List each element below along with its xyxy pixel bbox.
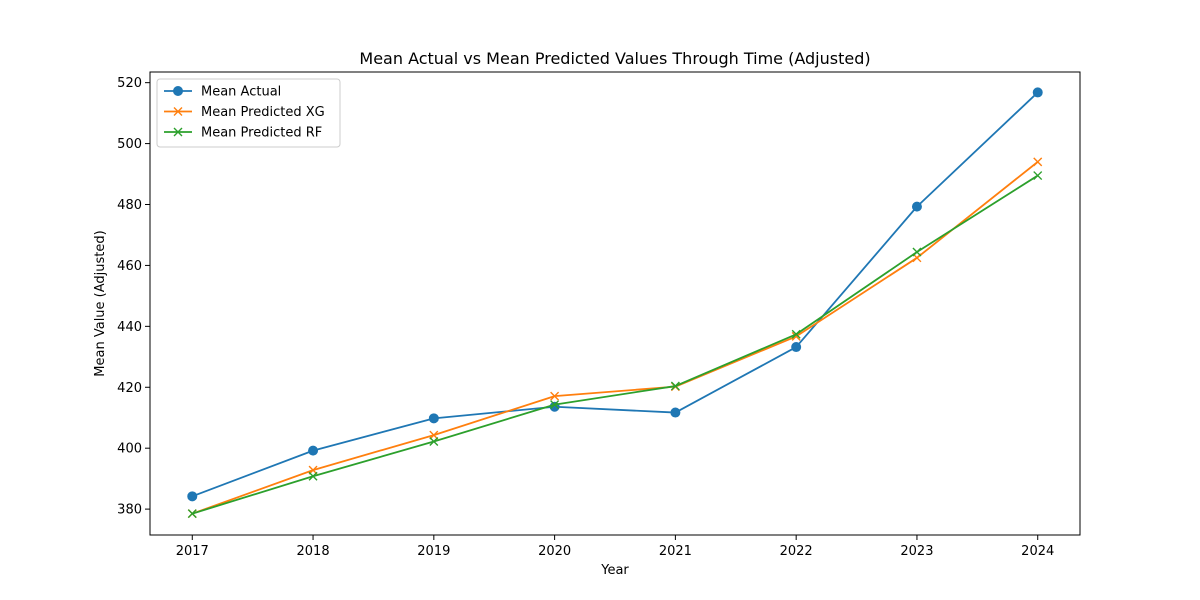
- data-point: [1032, 87, 1043, 98]
- data-point: [912, 247, 922, 257]
- plot-area: [149, 71, 1081, 536]
- legend-item: Mean Actual: [164, 85, 281, 100]
- data-point: [429, 436, 439, 446]
- series-mean-predicted-xg: [187, 157, 1043, 519]
- data-point: [791, 342, 802, 353]
- data-point: [550, 400, 560, 410]
- y-tick-label: 480: [117, 198, 142, 213]
- x-tick-label: 2020: [538, 544, 571, 559]
- data-point: [791, 329, 801, 339]
- legend: Mean Actual Mean Predicted XG Mean Predict…: [156, 78, 341, 148]
- y-tick-label: 420: [117, 381, 142, 396]
- y-tick-label: 400: [117, 442, 142, 457]
- legend-marker: [173, 107, 183, 116]
- series-line: [191, 161, 1039, 515]
- series-line: [191, 91, 1039, 498]
- series-mean-actual: [187, 87, 1043, 502]
- legend-marker: [173, 127, 183, 137]
- x-tick-label: 2021: [659, 544, 692, 559]
- x-tick-label: 2024: [1021, 544, 1054, 559]
- x-axis: 2017 2018 2019 2020 2021 2022 2023 2024: [176, 535, 1054, 559]
- data-point: [1033, 171, 1043, 181]
- x-tick-label: 2019: [417, 544, 450, 559]
- data-point: [187, 491, 198, 502]
- data-point: [670, 381, 680, 391]
- y-tick-label: 460: [117, 259, 142, 274]
- legend-item: Mean Predicted XG: [164, 105, 325, 120]
- series-line: [192, 174, 1039, 515]
- x-tick-label: 2018: [297, 544, 330, 559]
- x-tick-label: 2022: [780, 544, 813, 559]
- x-axis-label: Year: [600, 563, 629, 578]
- x-tick-label: 2023: [900, 544, 933, 559]
- legend-label: Mean Actual: [201, 85, 281, 100]
- data-point: [791, 331, 801, 341]
- data-point: [308, 471, 318, 481]
- data-point: [187, 509, 197, 519]
- y-tick-label: 520: [117, 76, 142, 91]
- y-tick-label: 440: [117, 320, 142, 335]
- y-tick-label: 380: [117, 503, 142, 518]
- legend-box: [156, 78, 341, 148]
- data-point: [550, 391, 560, 401]
- legend-label: Mean Predicted XG: [201, 105, 325, 120]
- y-axis-label: Mean Value (Adjusted): [93, 230, 108, 376]
- data-point: [308, 445, 319, 456]
- data-point: [670, 407, 681, 418]
- series-mean-predicted-rf: [187, 171, 1043, 519]
- legend-item: Mean Predicted RF: [164, 126, 322, 141]
- legend-label: Mean Predicted RF: [201, 126, 322, 141]
- x-tick-label: 2017: [176, 544, 209, 559]
- legend-marker: [173, 86, 183, 96]
- chart-title: Mean Actual vs Mean Predicted Values Thr…: [359, 49, 870, 68]
- data-point: [429, 430, 439, 440]
- series-layer: [187, 87, 1043, 519]
- data-point: [1033, 157, 1043, 167]
- data-point: [911, 201, 922, 212]
- y-tick-label: 500: [117, 137, 142, 152]
- data-point: [428, 413, 439, 424]
- y-axis: 380 400 420 440 460 480 500 520: [117, 76, 150, 518]
